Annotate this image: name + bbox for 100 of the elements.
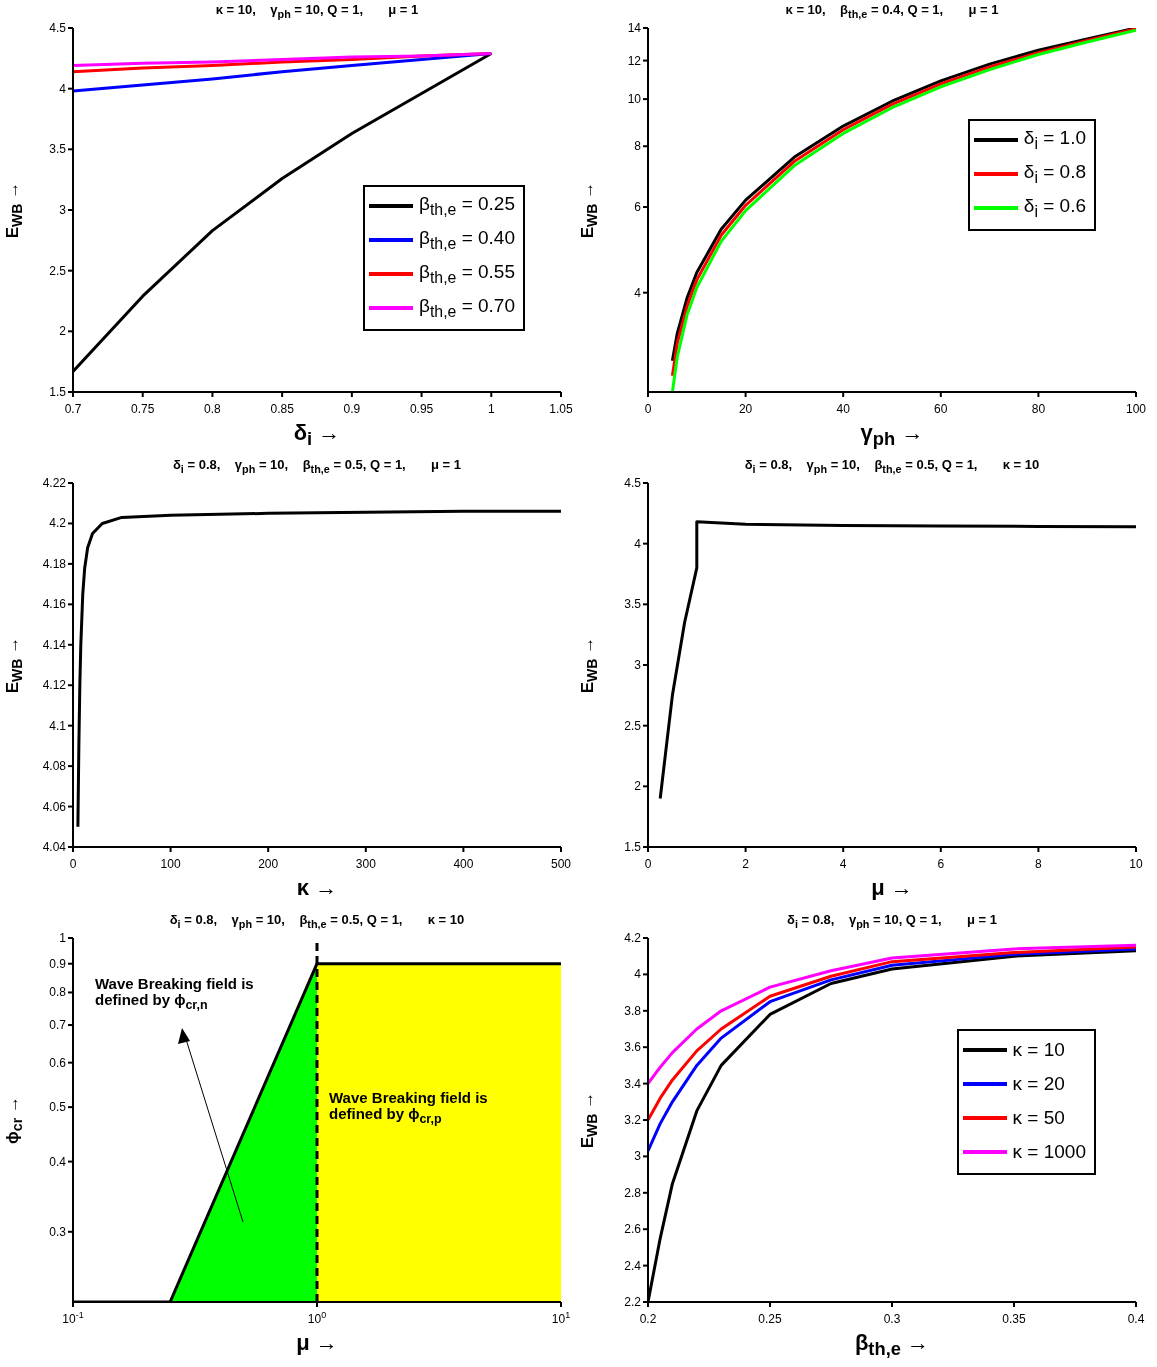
x-axis-title: γ$_{ph}$ → bbox=[859, 420, 925, 451]
x-axis-title: μ → bbox=[870, 875, 914, 901]
x-tick-label: 0 bbox=[644, 857, 652, 871]
x-tick-label: 300 bbox=[355, 857, 377, 871]
x-tick-label: 0.95 bbox=[409, 402, 434, 416]
legend-label: κ = 20 bbox=[1012, 1073, 1065, 1095]
y-tick-label: 4.16 bbox=[42, 597, 67, 612]
y-tick-label: 0.3 bbox=[49, 1224, 67, 1239]
chart-title: δ$_{i}$ = 0.8, γ$_{ph}$ = 10, β$_{th,e}$ = 0.5, Q = 1, κ = 10 bbox=[168, 912, 466, 930]
y-tick-label: 2 bbox=[634, 779, 642, 794]
x-tick-label: 0.9 bbox=[343, 402, 361, 416]
line-series bbox=[73, 51, 493, 68]
y-tick-label: 4.5 bbox=[49, 21, 67, 35]
x-tick-label: 0.4 bbox=[1127, 1312, 1145, 1326]
y-tick-label: 3 bbox=[634, 658, 642, 672]
x-tick-label: 0 bbox=[644, 402, 652, 416]
x-tick-label: 6 bbox=[937, 857, 945, 871]
legend-label: δ$_{i}$ = 0.6 bbox=[1023, 195, 1086, 221]
y-tick-label: 3.2 bbox=[624, 1113, 642, 1127]
x-tick-label: 1 bbox=[487, 402, 495, 416]
y-tick-label: 1.5 bbox=[624, 840, 642, 854]
x-tick-label: 100 bbox=[160, 857, 181, 871]
chart-title: κ = 10, β$_{th,e}$ = 0.4, Q = 1, μ = 1 bbox=[784, 2, 1000, 20]
y-tick-label: 3.5 bbox=[49, 142, 67, 157]
y-tick-label: 4.1 bbox=[49, 718, 67, 733]
x-tick-label: 0.2 bbox=[639, 1312, 657, 1326]
x-tick-label: 0.85 bbox=[270, 402, 295, 416]
legend-label: β$_{th,e}$ = 0.25 bbox=[419, 192, 515, 219]
y-tick-label: 6 bbox=[634, 200, 642, 215]
y-tick-label: 0.4 bbox=[49, 1154, 67, 1169]
x-tick-label: 0.8 bbox=[204, 402, 222, 416]
y-tick-label: 4.04 bbox=[42, 840, 67, 854]
legend-label: β$_{th,e}$ = 0.70 bbox=[419, 294, 515, 321]
y-tick-label: 2.8 bbox=[624, 1185, 642, 1200]
y-tick-label: 4.08 bbox=[42, 759, 67, 774]
x-tick-label: 60 bbox=[934, 402, 948, 416]
x-tick-label: 0.35 bbox=[1002, 1312, 1026, 1326]
y-tick-label: 0.7 bbox=[49, 1018, 67, 1033]
y-tick-label: 3.5 bbox=[624, 597, 642, 612]
y-tick-label: 3.8 bbox=[624, 1003, 642, 1018]
x-tick-label: 40 bbox=[836, 402, 851, 416]
x-tick-label: 500 bbox=[550, 857, 572, 871]
x-tick-label: 200 bbox=[258, 857, 279, 871]
y-tick-label: 12 bbox=[627, 53, 642, 68]
x-tick-label: 0.75 bbox=[131, 402, 155, 416]
x-tick-label: 0.25 bbox=[758, 1312, 782, 1326]
legend-label: β$_{th,e}$ = 0.40 bbox=[419, 226, 515, 253]
y-tick-label: 2.6 bbox=[624, 1222, 642, 1237]
legend-label: κ = 10 bbox=[1012, 1039, 1065, 1061]
x-tick-label: 4 bbox=[839, 857, 847, 871]
y-tick-label: 4 bbox=[634, 967, 642, 982]
y-tick-label: 2.5 bbox=[49, 263, 67, 278]
y-tick-label: 2.2 bbox=[624, 1295, 642, 1309]
y-tick-label: 3.6 bbox=[624, 1040, 642, 1055]
x-axis-title: β$_{th,e}$ → bbox=[853, 1330, 931, 1361]
y-tick-label: 8 bbox=[634, 139, 642, 154]
chart-title: δ$_{i}$ = 0.8, γ$_{ph}$ = 10, Q = 1, μ = 1 bbox=[786, 912, 998, 930]
legend-label: δ$_{i}$ = 0.8 bbox=[1023, 161, 1086, 187]
y-tick-label: 0.8 bbox=[49, 985, 67, 1000]
y-tick-label: 4 bbox=[634, 285, 642, 300]
x-tick-label: 8 bbox=[1035, 857, 1043, 871]
legend-label: β$_{th,e}$ = 0.55 bbox=[419, 260, 515, 287]
y-tick-label: 0.6 bbox=[49, 1055, 67, 1070]
y-tick-label: 3.4 bbox=[624, 1076, 642, 1091]
y-tick-label: 0.5 bbox=[49, 1100, 67, 1115]
y-tick-label: 4.18 bbox=[42, 556, 67, 571]
x-tick-label: 2 bbox=[742, 857, 750, 871]
legend-label: δ$_{i}$ = 1.0 bbox=[1023, 127, 1086, 153]
annotation: Wave Breaking field is defined by ϕ$_{cr,p}$ bbox=[329, 1089, 489, 1127]
y-tick-label: 4.2 bbox=[624, 931, 642, 945]
x-tick-label: 10$^{-1}$ bbox=[62, 1310, 84, 1326]
line-series bbox=[76, 509, 561, 829]
y-tick-label: 14 bbox=[627, 21, 642, 35]
x-tick-label: 20 bbox=[738, 402, 753, 416]
y-tick-label: 4 bbox=[634, 536, 642, 551]
y-tick-label: 3 bbox=[59, 203, 67, 217]
x-tick-label: 0.3 bbox=[883, 1312, 901, 1326]
y-tick-label: 4.5 bbox=[624, 476, 642, 490]
x-axis-title: μ → bbox=[295, 1330, 339, 1356]
line-series bbox=[648, 945, 1136, 1122]
y-tick-label: 4 bbox=[59, 81, 67, 96]
x-tick-label: 100 bbox=[1125, 402, 1147, 416]
x-tick-label: 400 bbox=[453, 857, 474, 871]
y-tick-label: 2.4 bbox=[624, 1258, 642, 1273]
y-tick-label: 2 bbox=[59, 324, 67, 339]
y-tick-label: 1 bbox=[59, 931, 67, 945]
chart-title: δ$_{i}$ = 0.8, γ$_{ph}$ = 10, β$_{th,e}$ = 0.5, Q = 1, μ = 1 bbox=[171, 457, 462, 475]
chart-title: κ = 10, γ$_{ph}$ = 10, Q = 1, μ = 1 bbox=[214, 2, 420, 20]
line-series bbox=[658, 520, 1136, 800]
y-tick-label: 4.22 bbox=[42, 476, 67, 490]
y-tick-label: 10 bbox=[627, 92, 642, 107]
y-tick-label: 4.2 bbox=[49, 516, 67, 531]
y-tick-label: 2.5 bbox=[624, 718, 642, 733]
x-tick-label: 10 bbox=[1129, 857, 1143, 871]
chart-title: δ$_{i}$ = 0.8, γ$_{ph}$ = 10, β$_{th,e}$ = 0.5, Q = 1, κ = 10 bbox=[743, 457, 1041, 475]
x-tick-label: 0 bbox=[69, 857, 77, 871]
y-tick-label: 0.9 bbox=[49, 956, 67, 971]
x-tick-label: 80 bbox=[1031, 402, 1046, 416]
y-tick-label: 4.14 bbox=[42, 637, 67, 652]
y-tick-label: 4.12 bbox=[42, 678, 67, 693]
